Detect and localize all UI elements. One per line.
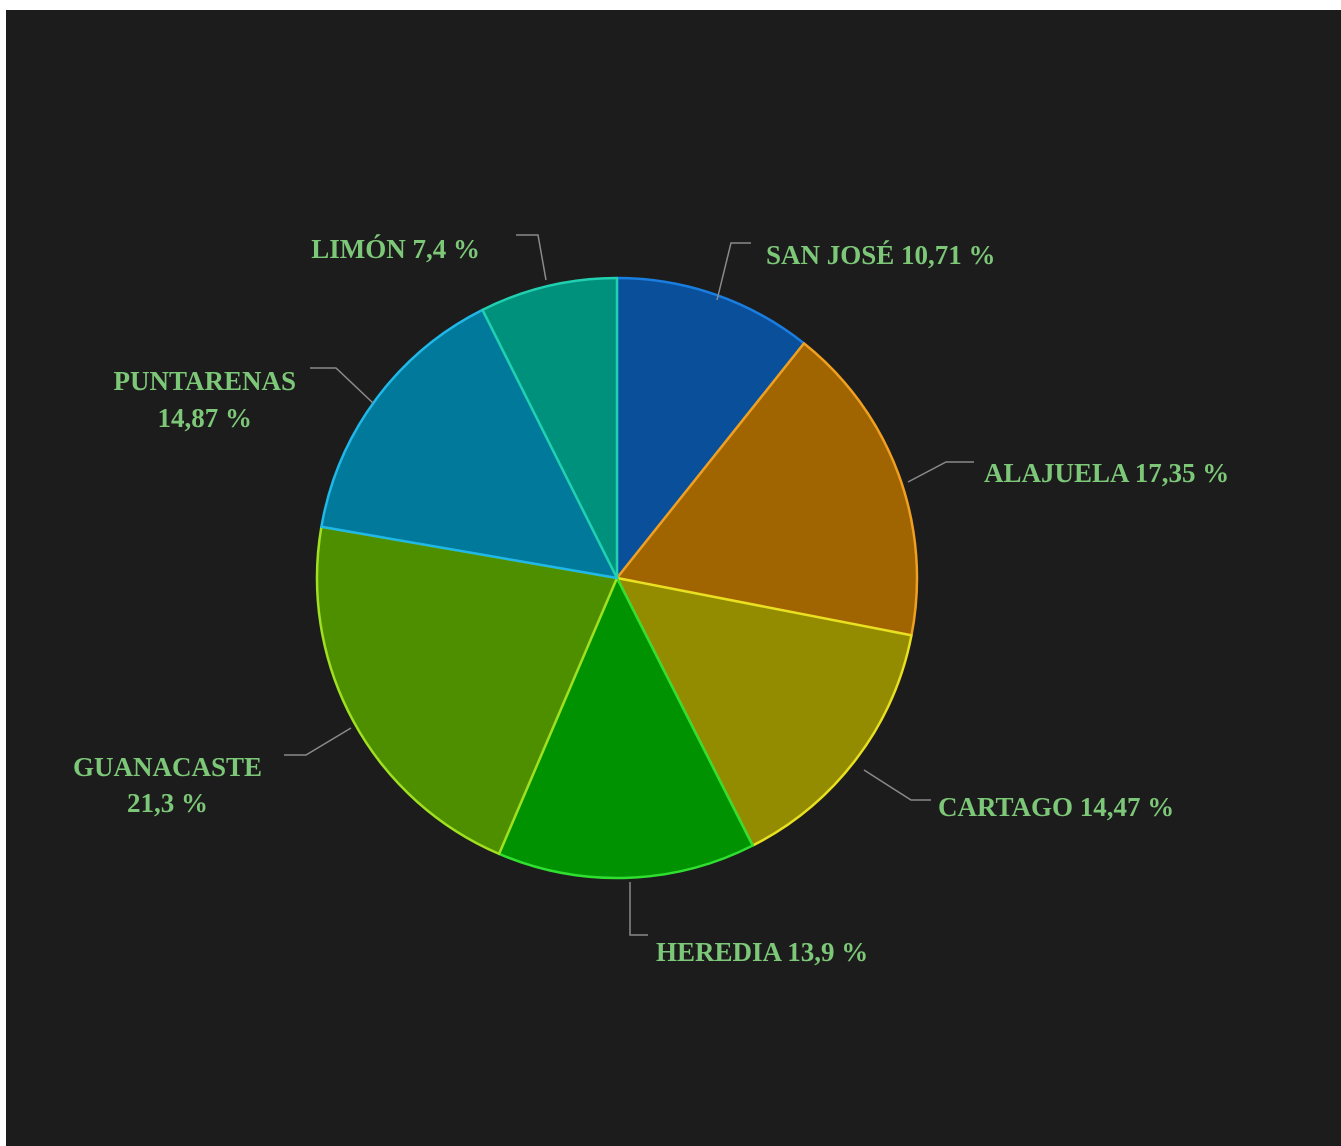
- pie-slice-puntarenas: [320, 308, 619, 580]
- pie-slices: [315, 276, 919, 880]
- leader-line-san-jose: [716, 242, 751, 301]
- slice-label-line: CARTAGO 14,47 %: [938, 792, 1174, 822]
- slice-label-line: PUNTARENAS: [113, 366, 296, 396]
- slice-label-puntarenas: PUNTARENAS 14,87 %: [113, 366, 296, 433]
- slice-label-guanacaste: GUANACASTE 21,3 %: [73, 752, 262, 818]
- slice-label-line: ALAJUELA 17,35 %: [984, 458, 1229, 488]
- slice-label-line: HEREDIA 13,9 %: [656, 937, 868, 967]
- slice-label-line: 14,87 %: [157, 403, 252, 433]
- leader-line-alajuela: [907, 461, 974, 483]
- pie-slice-alajuela: [615, 342, 919, 637]
- slice-label-line: 21,3 %: [127, 788, 208, 818]
- slice-label-line: GUANACASTE: [73, 752, 262, 782]
- leader-line-guanacaste: [284, 727, 352, 756]
- pie-slice-guanacaste: [315, 525, 619, 856]
- leader-line-limon: [516, 234, 547, 281]
- slice-label-cartago: CARTAGO 14,47 %: [938, 792, 1174, 822]
- leader-line-puntarenas: [310, 367, 374, 404]
- slice-label-heredia: HEREDIA 13,9 %: [656, 937, 868, 967]
- pie-slice-limon: [481, 276, 619, 580]
- pie-chart: SAN JOSÉ 10,71 % ALAJUELA 17,35 % CARTAGO …: [73, 234, 1229, 967]
- slice-label-limon: LIMÓN 7,4 %: [311, 234, 480, 264]
- chart-background: SAN JOSÉ 10,71 % ALAJUELA 17,35 % CARTAGO …: [6, 10, 1341, 1146]
- slice-labels: SAN JOSÉ 10,71 % ALAJUELA 17,35 % CARTAGO …: [73, 234, 1229, 967]
- slice-label-san-jose: SAN JOSÉ 10,71 %: [766, 240, 996, 270]
- slice-label-line: SAN JOSÉ 10,71 %: [766, 240, 996, 270]
- slice-label-line: LIMÓN 7,4 %: [311, 234, 480, 264]
- leader-line-cartago: [863, 769, 931, 801]
- leader-lines: [284, 234, 974, 936]
- leader-line-heredia: [629, 882, 648, 936]
- pie-slice-cartago: [615, 576, 913, 847]
- slice-label-alajuela: ALAJUELA 17,35 %: [984, 458, 1229, 488]
- pie-slice-heredia: [497, 576, 754, 880]
- pie-slice-san-jose: [615, 276, 806, 580]
